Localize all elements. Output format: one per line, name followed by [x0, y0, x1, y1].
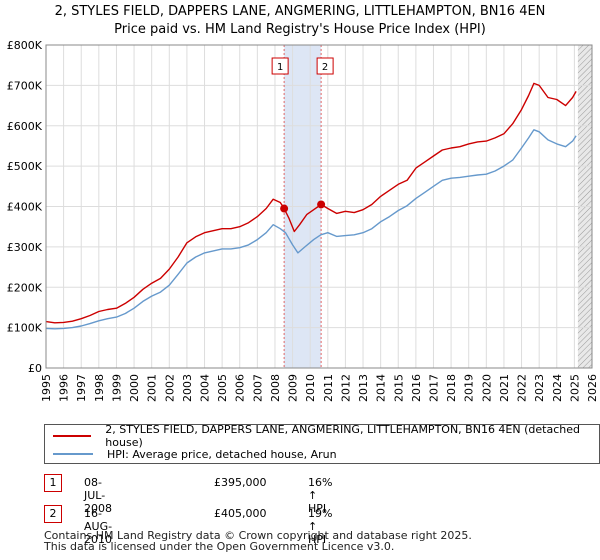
annotation-number: 2: [44, 505, 62, 523]
annotation-date: 08-JUL-2008: [84, 476, 112, 515]
y-tick-label: £500K: [7, 160, 43, 173]
x-tick-label: 2003: [181, 374, 194, 402]
price-chart: 1 2 £0 £100K £200K £300K £400K £500K £600K £700K £…: [7, 39, 599, 402]
x-tick-label: 2013: [357, 374, 370, 402]
footer-line-2: This data is licensed under the Open Gov…: [44, 540, 395, 553]
x-tick-label: 2016: [410, 374, 423, 402]
footer-line-1: Contains HM Land Registry data © Crown c…: [44, 529, 472, 542]
y-tick-label: £600K: [7, 120, 43, 133]
x-tick-label: 1996: [58, 374, 71, 402]
legend-swatch-hpi: [53, 453, 93, 455]
sale-label-box: [316, 57, 334, 75]
sale-label-text: 1: [277, 62, 283, 73]
chart-title-line-1: 2, STYLES FIELD, DAPPERS LANE, ANGMERING…: [54, 4, 546, 19]
annotation-hpi-delta: 19% ↑ HPI: [308, 507, 333, 546]
x-tick-label: 2010: [304, 374, 317, 402]
y-tick-label: £0: [28, 362, 42, 375]
annotation-date: 16-AUG-2010: [84, 507, 113, 546]
plot-frame: [45, 44, 593, 369]
y-tick-label: £800K: [7, 39, 43, 52]
x-tick-label: 2022: [516, 374, 529, 402]
legend: 2, STYLES FIELD, DAPPERS LANE, ANGMERING…: [44, 423, 600, 464]
x-tick-label: 2004: [199, 374, 212, 402]
sale-label-box: [271, 57, 289, 75]
x-tick-label: 2011: [322, 374, 335, 402]
x-tick-label: 1997: [75, 374, 88, 402]
x-tick-label: 2023: [533, 374, 546, 402]
annotation-hpi-delta: 16% ↑ HPI: [308, 476, 333, 515]
x-tick-label: 2000: [128, 374, 141, 402]
x-tick-label: 2012: [339, 374, 352, 402]
x-tick-label: 2024: [551, 374, 564, 402]
x-tick-label: 2020: [480, 374, 493, 402]
x-tick-label: 2009: [287, 374, 300, 402]
y-tick-label: £700K: [7, 79, 43, 92]
x-tick-label: 2021: [498, 374, 511, 402]
x-tick-label: 2002: [163, 374, 176, 402]
x-tick-label: 1998: [93, 374, 106, 402]
footer: Contains HM Land Registry data © Crown c…: [44, 530, 472, 552]
legend-label-hpi: HPI: Average price, detached house, Arun: [107, 447, 337, 461]
sale-point: [317, 200, 326, 209]
chart-title-line-2: Price paid vs. HM Land Registry's House …: [114, 22, 486, 37]
x-tick-label: 2014: [375, 374, 388, 402]
x-tick-label: 2019: [463, 374, 476, 402]
x-tick-label: 2025: [568, 374, 581, 402]
y-tick-label: £200K: [7, 281, 43, 294]
x-tick-label: 2017: [427, 374, 440, 402]
legend-swatch-property: [53, 435, 92, 437]
x-tick-label: 2001: [146, 374, 159, 402]
sale-point: [280, 204, 289, 213]
x-tick-label: 1999: [110, 374, 123, 402]
x-tick-label: 2005: [216, 374, 229, 402]
x-tick-label: 2006: [234, 374, 247, 402]
legend-item-hpi: HPI: Average price, detached house, Arun: [53, 445, 337, 463]
annotation-price: £405,000: [214, 507, 267, 520]
annotation-number: 1: [44, 474, 62, 492]
hpi-line: [45, 129, 577, 330]
y-tick-label: £300K: [7, 241, 43, 254]
y-tick-label: £100K: [7, 322, 43, 335]
property-price-line: [45, 82, 577, 324]
y-tick-label: £400K: [7, 201, 43, 214]
x-tick-label: 2008: [269, 374, 282, 402]
x-tick-label: 2018: [445, 374, 458, 402]
x-tick-label: 1995: [40, 374, 53, 402]
x-tick-label: 2007: [251, 374, 264, 402]
sale-label-text: 2: [322, 62, 328, 73]
legend-item-property: 2, STYLES FIELD, DAPPERS LANE, ANGMERING…: [53, 423, 599, 449]
legend-label-property: 2, STYLES FIELD, DAPPERS LANE, ANGMERING…: [105, 423, 580, 449]
annotation-price: £395,000: [214, 476, 267, 489]
x-tick-label: 2026: [586, 374, 599, 402]
x-tick-label: 2015: [392, 374, 405, 402]
